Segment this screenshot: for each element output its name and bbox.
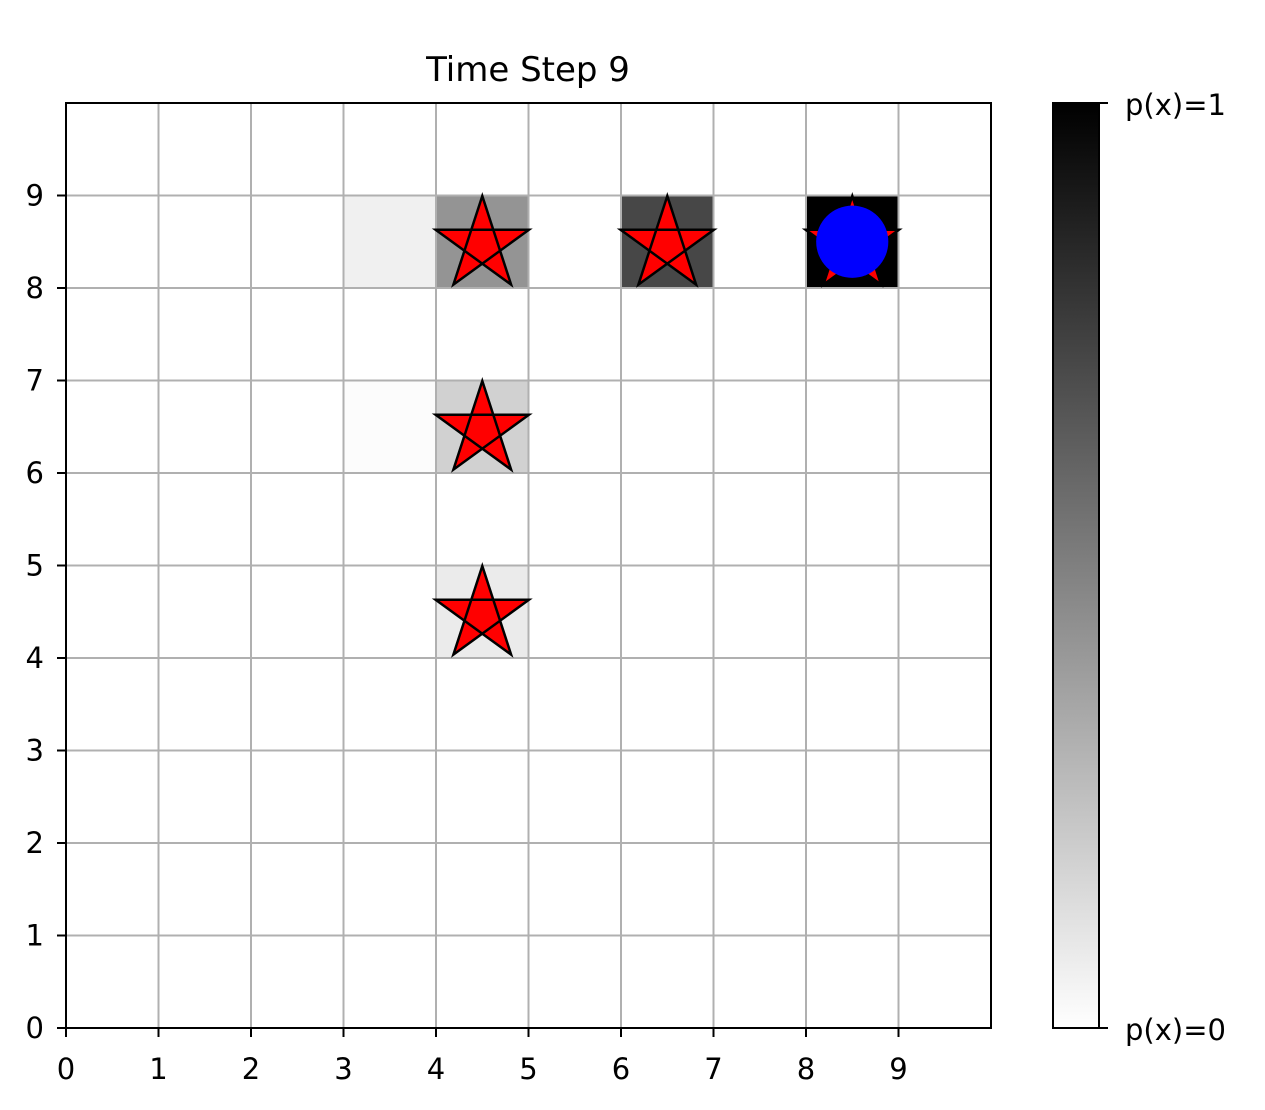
heatmap-cell bbox=[343, 380, 436, 473]
heatmap-cell bbox=[343, 195, 436, 288]
y-tick-label: 3 bbox=[26, 734, 44, 768]
y-tick-label: 8 bbox=[26, 271, 44, 305]
colorbar-label-max: p(x)=1 bbox=[1125, 88, 1226, 122]
x-tick-label: 9 bbox=[889, 1052, 907, 1086]
y-tick-label: 7 bbox=[26, 364, 44, 398]
x-tick-label: 3 bbox=[334, 1052, 352, 1086]
star-marker bbox=[431, 191, 533, 288]
colorbar: p(x)=1 p(x)=0 bbox=[1052, 88, 1226, 1047]
x-tick-label: 0 bbox=[57, 1052, 75, 1086]
x-tick-label: 7 bbox=[704, 1052, 722, 1086]
x-tick-label: 8 bbox=[797, 1052, 815, 1086]
plot-area: 0 1 2 3 4 5 6 7 8 9 0 1 2 3 4 5 6 7 8 9 bbox=[26, 102, 992, 1087]
colorbar-gradient bbox=[1052, 102, 1100, 1029]
colorbar-label-min: p(x)=0 bbox=[1125, 1013, 1226, 1047]
x-tick-label: 1 bbox=[149, 1052, 167, 1086]
y-tick-label: 6 bbox=[26, 456, 44, 490]
star-marker bbox=[431, 561, 533, 658]
y-tick-label: 4 bbox=[26, 641, 44, 675]
y-tick-label: 5 bbox=[26, 549, 44, 583]
y-tick-label: 0 bbox=[26, 1011, 44, 1045]
x-tick-label: 6 bbox=[612, 1052, 630, 1086]
y-tick-label: 1 bbox=[26, 919, 44, 953]
x-tick-label: 4 bbox=[427, 1052, 445, 1086]
x-tick-label: 5 bbox=[519, 1052, 537, 1086]
axis-ticks: 0 1 2 3 4 5 6 7 8 9 0 1 2 3 4 5 6 7 8 9 bbox=[26, 179, 908, 1087]
star-marker bbox=[431, 376, 533, 473]
y-tick-label: 9 bbox=[26, 179, 44, 213]
y-tick-label: 2 bbox=[26, 826, 44, 860]
chart-title: Time Step 9 bbox=[425, 50, 630, 90]
x-tick-label: 2 bbox=[242, 1052, 260, 1086]
star-marker bbox=[616, 191, 718, 288]
agent-circle bbox=[816, 205, 889, 278]
markers bbox=[431, 191, 903, 658]
